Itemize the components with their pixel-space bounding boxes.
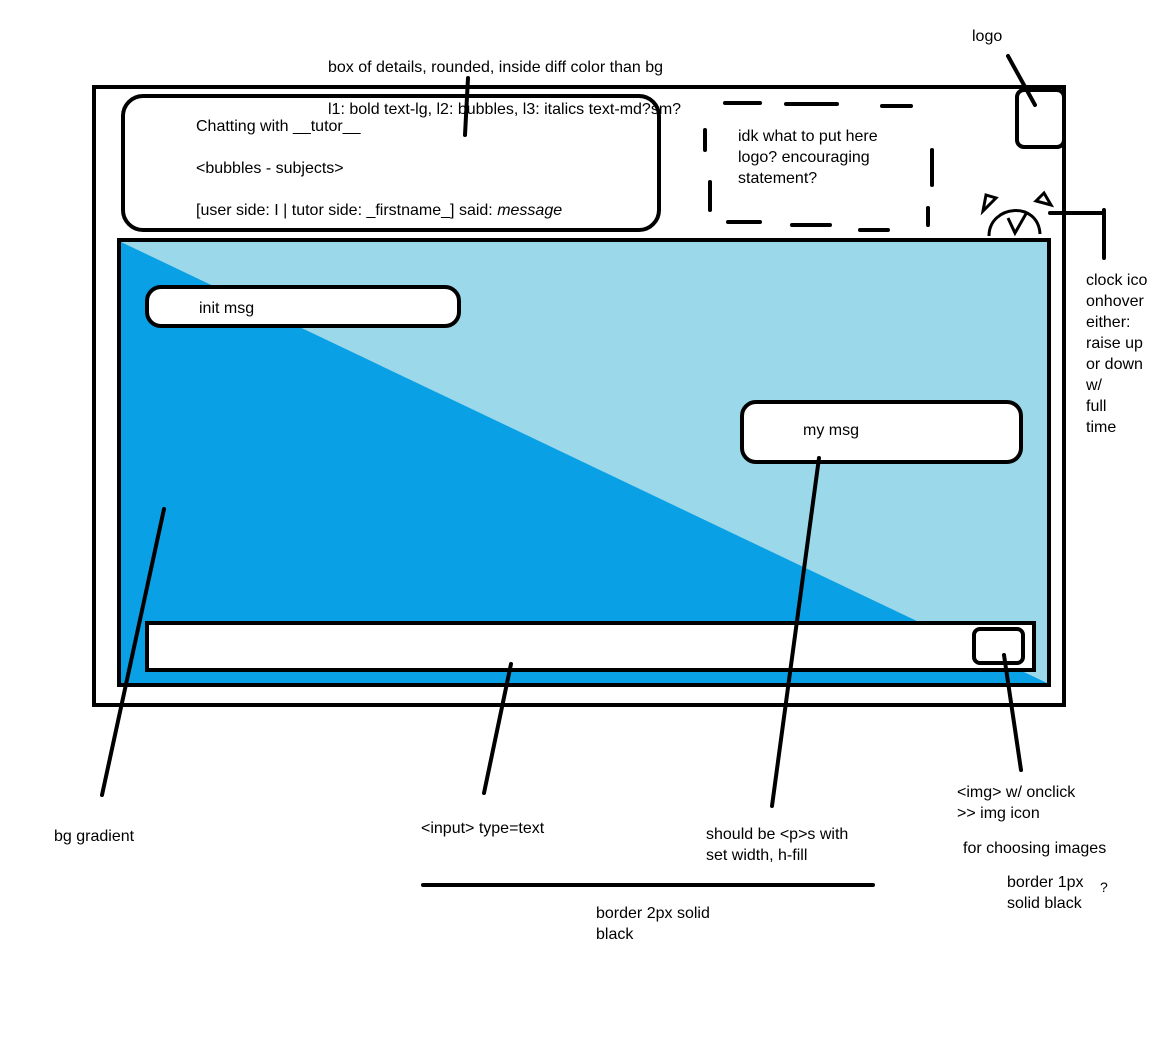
arrow-details <box>463 76 470 137</box>
details-subject-bubbles: <bubbles - subjects> <box>196 160 344 177</box>
image-picker-icon[interactable] <box>972 627 1025 665</box>
annotation-logo: logo <box>972 28 1003 45</box>
arrow-bg-gradient <box>100 507 166 797</box>
alarm-clock-icon[interactable] <box>980 190 1055 237</box>
annotation-details-line1: box of details, rounded, inside diff col… <box>328 59 664 76</box>
details-box: Chatting with __tutor__ <bubbles - subje… <box>121 94 661 232</box>
annotation-border-1px: border 1px solid black <box>1007 874 1084 912</box>
logo-placeholder <box>1015 88 1066 149</box>
details-title: Chatting with __tutor__ <box>196 118 361 135</box>
arrow-p-width <box>770 456 821 808</box>
annotation-choosing-images: for choosing images <box>963 840 1107 857</box>
message-input[interactable] <box>145 621 1036 672</box>
chat-window-frame <box>92 85 1066 707</box>
annotation-details-line2: l1: bold text-lg, l2: bubbles, l3: itali… <box>328 101 682 118</box>
annotation-bg-gradient: bg gradient <box>54 828 135 845</box>
placeholder-dashed-box <box>703 101 934 232</box>
init-message-bubble: init msg <box>145 285 461 328</box>
arrow-input <box>482 662 513 795</box>
bg-gradient-dark <box>121 242 1047 683</box>
annotation-p-width: should be <p>s with set width, h-fill <box>706 826 849 864</box>
my-message-bubble: my msg <box>740 400 1023 464</box>
annotation-clock: clock ico onhover either: raise up or do… <box>1086 272 1148 436</box>
init-message-text: init msg <box>199 300 255 317</box>
details-said-line: [user side: I | tutor side: _firstname_]… <box>196 200 562 221</box>
arrow-img <box>1002 653 1023 772</box>
annotation-img-onclick: <img> w/ onclick >> img icon <box>957 784 1076 822</box>
details-said-prefix: [user side: I | tutor side: _firstname_]… <box>196 202 498 219</box>
annotation-details-box: box of details, rounded, inside diff col… <box>328 36 748 141</box>
annotation-input: <input> type=text <box>421 820 545 837</box>
annotation-border-2px: border 2px solid black <box>596 905 710 943</box>
my-message-text: my msg <box>803 422 859 439</box>
details-said-message: message <box>497 202 563 219</box>
arrow-logo <box>1006 54 1037 107</box>
annotation-question-mark: ? <box>1100 879 1108 895</box>
placeholder-box-text: idk what to put here logo? encouraging s… <box>738 128 878 187</box>
